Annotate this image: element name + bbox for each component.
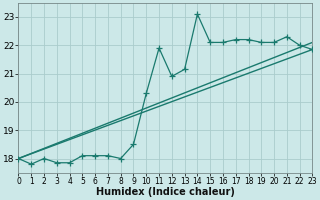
X-axis label: Humidex (Indice chaleur): Humidex (Indice chaleur) bbox=[96, 187, 235, 197]
